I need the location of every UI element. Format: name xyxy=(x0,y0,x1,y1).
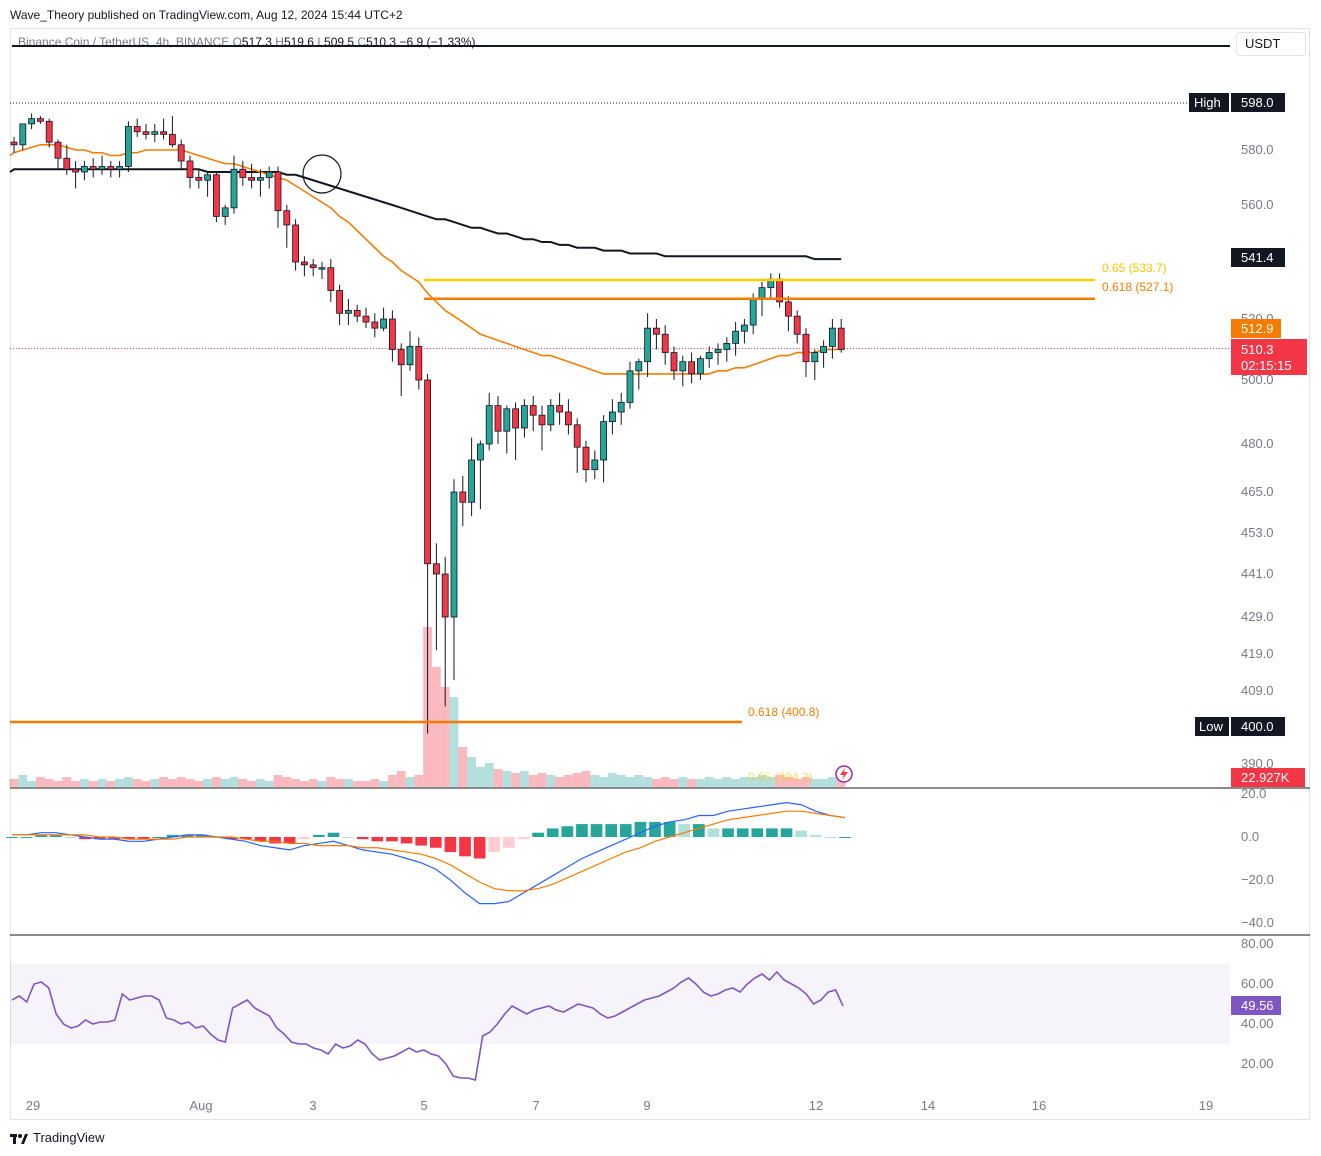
chart-frame xyxy=(10,28,1310,1120)
low-value: 509.5 xyxy=(324,35,355,49)
currency-button[interactable]: USDT xyxy=(1236,32,1306,56)
high-value: 519.6 xyxy=(283,35,314,49)
footer-brand-text: TradingView xyxy=(33,1130,105,1145)
close-label: C xyxy=(357,35,367,49)
footer-brand[interactable]: TradingView xyxy=(10,1130,105,1145)
close-value: 510.3 xyxy=(366,35,397,49)
high-label: H xyxy=(275,35,284,49)
publisher-line: Wave_Theory published on TradingView.com… xyxy=(10,8,403,22)
change-value: −6.9 (−1.33%) xyxy=(399,35,476,49)
symbol-legend[interactable]: Binance Coin / TetherUS, 4h, BINANCE O51… xyxy=(18,35,476,49)
tradingview-logo-icon xyxy=(10,1132,28,1144)
symbol-name: Binance Coin / TetherUS, 4h, BINANCE xyxy=(18,35,230,49)
open-value: 517.3 xyxy=(241,35,272,49)
open-label: O xyxy=(232,35,242,49)
low-label: L xyxy=(317,35,325,49)
